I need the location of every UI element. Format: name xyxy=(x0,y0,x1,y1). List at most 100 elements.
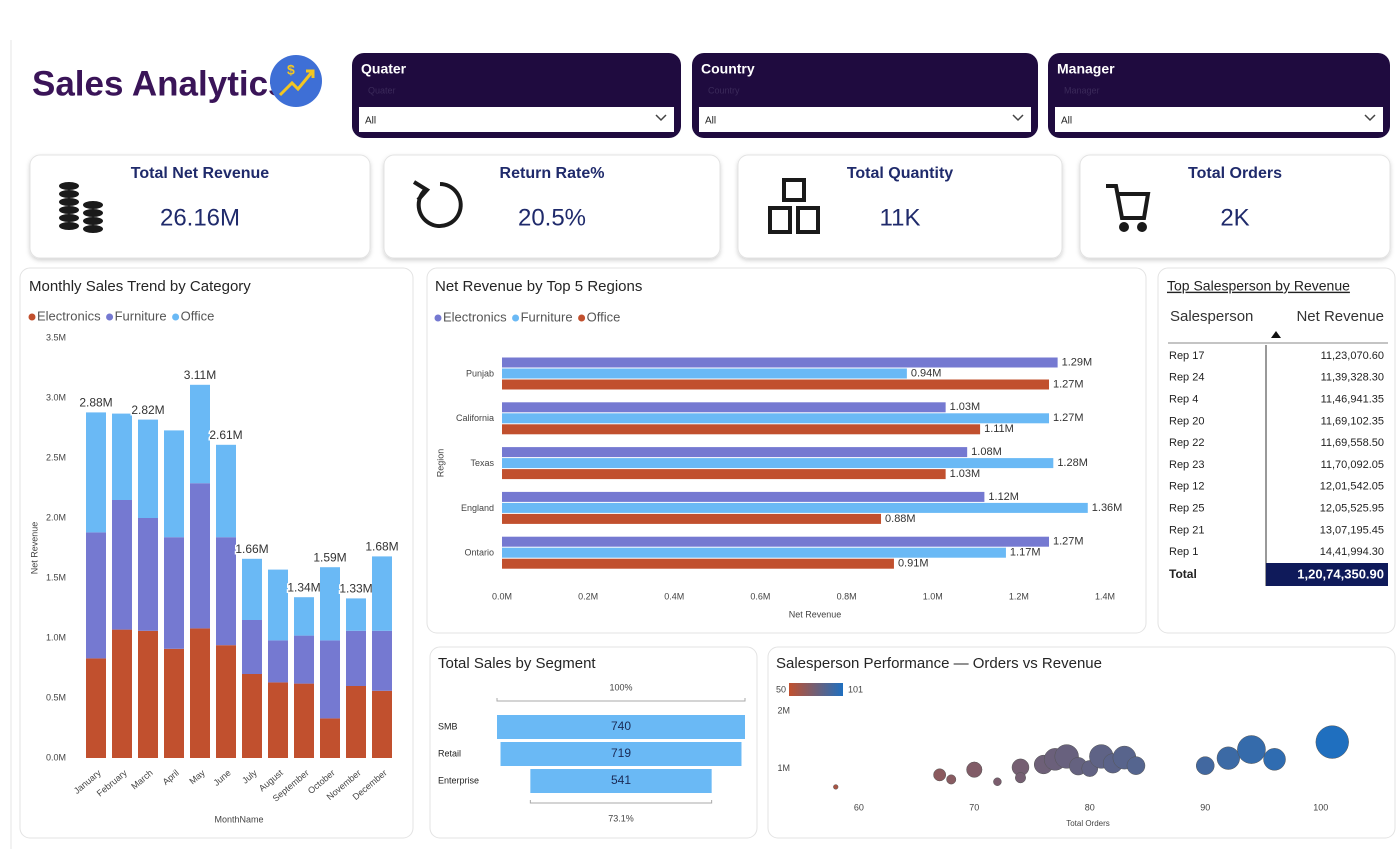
dropdown-value: All xyxy=(1061,116,1072,127)
color-scale-min: 50 xyxy=(776,684,786,694)
filter-label: Manager xyxy=(1057,61,1115,77)
bar-segment xyxy=(190,384,210,484)
percent-label: 73.1% xyxy=(608,813,634,823)
dropdown-value: All xyxy=(705,116,716,127)
bar-segment xyxy=(190,628,210,758)
x-tick-label: 100 xyxy=(1313,802,1328,812)
table-cell: Rep 1 xyxy=(1169,546,1198,558)
funnel-bar xyxy=(497,715,745,739)
filter-hint: Country xyxy=(708,85,740,95)
bar-segment xyxy=(268,682,288,758)
y-tick-label: 1M xyxy=(777,763,790,773)
bar-segment xyxy=(294,683,314,758)
y-tick-label: England xyxy=(461,503,494,513)
table-cell: 14,41,994.30 xyxy=(1320,546,1384,558)
x-tick-label: 0.2M xyxy=(578,591,598,601)
dropdown-chevron xyxy=(655,114,667,122)
y-tick-label: 3.5M xyxy=(46,332,66,342)
y-tick-label: Ontario xyxy=(464,548,494,558)
bar-segment xyxy=(138,419,158,518)
boxes-icon xyxy=(768,178,820,234)
table-cell: Rep 21 xyxy=(1169,524,1204,536)
dropdown[interactable] xyxy=(1055,107,1383,132)
point xyxy=(1216,746,1240,770)
return-icon xyxy=(412,180,463,228)
bar-segment xyxy=(346,598,366,631)
value-label: 1.17M xyxy=(1010,547,1041,559)
page-title: Sales Analytics xyxy=(32,64,288,103)
funnel-bar xyxy=(530,769,712,793)
bar-segment xyxy=(164,430,184,538)
total-label: 2.61M xyxy=(209,428,242,442)
legend-marker xyxy=(512,314,520,322)
bar-segment xyxy=(372,630,392,691)
bar-segment xyxy=(346,686,366,758)
value-label: 1.12M xyxy=(988,491,1019,503)
bar-segment xyxy=(294,597,314,636)
bar-segment xyxy=(164,537,184,649)
legend-label: Electronics xyxy=(443,309,507,324)
y-tick-label: 0.0M xyxy=(46,752,66,762)
bar xyxy=(502,458,1054,469)
dropdown-chevron xyxy=(1012,114,1024,122)
bar-segment xyxy=(86,532,106,659)
y-tick-label: California xyxy=(456,413,494,423)
dropdown[interactable] xyxy=(359,107,674,132)
x-tick-label: 1.4M xyxy=(1095,591,1115,601)
table-cell: Rep 12 xyxy=(1169,481,1204,493)
legend-label: Office xyxy=(587,309,621,324)
bar xyxy=(502,368,907,379)
table-cell: Rep 20 xyxy=(1169,415,1204,427)
total-label: 1.34M xyxy=(287,580,320,594)
bar-segment xyxy=(216,645,236,758)
bar xyxy=(502,536,1050,547)
funnel-bar xyxy=(500,742,742,766)
x-tick-label: 0.0M xyxy=(492,591,512,601)
y-axis-title: Region xyxy=(435,449,445,478)
bar-segment xyxy=(294,635,314,684)
table-cell: 11,69,102.35 xyxy=(1321,415,1384,427)
legend-label: Office xyxy=(181,308,215,323)
dropdown[interactable] xyxy=(699,107,1031,132)
table-total-value: 1,20,74,350.90 xyxy=(1297,566,1384,581)
table-cell: Rep 22 xyxy=(1169,437,1204,449)
value-label: 0.94M xyxy=(911,367,942,379)
bar-segment xyxy=(346,630,366,686)
value-label: 1.27M xyxy=(1053,412,1084,424)
bar-segment xyxy=(112,629,132,758)
color-scale-bar xyxy=(789,683,843,696)
value-label: 1.29M xyxy=(1062,356,1093,368)
kpi-value: 11K xyxy=(880,204,921,231)
chart-title: Total Sales by Segment xyxy=(438,655,596,672)
svg-text:$: $ xyxy=(287,62,295,78)
point xyxy=(946,774,957,785)
funnel-category: Retail xyxy=(438,748,461,758)
x-tick-label: 90 xyxy=(1200,802,1210,812)
bar xyxy=(502,469,946,480)
table-cell: 11,23,070.60 xyxy=(1321,350,1384,362)
value-label: 1.03M xyxy=(950,401,981,413)
x-tick-label: 0.6M xyxy=(750,591,770,601)
logo: $ xyxy=(270,55,322,107)
bar-segment xyxy=(86,412,106,533)
funnel-value: 541 xyxy=(611,773,631,787)
bar-segment xyxy=(112,413,132,500)
funnel-value: 740 xyxy=(611,719,631,733)
dropdown-value: All xyxy=(365,116,376,127)
bar xyxy=(502,379,1050,390)
bar-segment xyxy=(320,640,340,719)
percent-label: 100% xyxy=(609,682,632,692)
x-tick-label: 60 xyxy=(854,802,864,812)
bar xyxy=(502,402,946,413)
bar xyxy=(502,424,981,435)
bar-segment xyxy=(112,500,132,630)
legend-label: Furniture xyxy=(115,308,167,323)
table-cell: Rep 23 xyxy=(1169,459,1204,471)
y-tick-label: 1.0M xyxy=(46,632,66,642)
bar-segment xyxy=(190,483,210,629)
table-cell: 11,46,941.35 xyxy=(1321,394,1384,406)
legend-marker xyxy=(106,313,114,321)
table-cell: 11,70,092.05 xyxy=(1321,459,1384,471)
point xyxy=(1195,756,1215,775)
table-cell: Rep 24 xyxy=(1169,372,1204,384)
